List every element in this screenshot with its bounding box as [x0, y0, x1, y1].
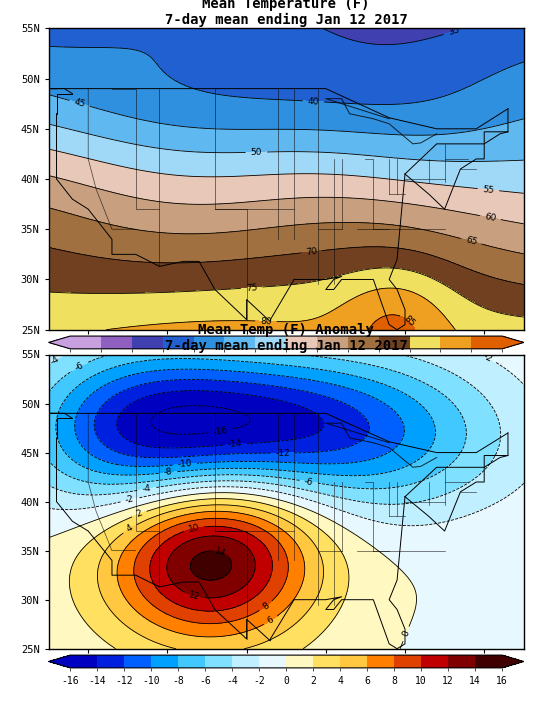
- Text: -10: -10: [177, 459, 192, 469]
- Text: -14: -14: [227, 440, 242, 450]
- Text: -2: -2: [482, 352, 494, 364]
- Text: 50: 50: [251, 147, 262, 157]
- Title: Mean Temperature (F)
7-day mean ending Jan 12 2017: Mean Temperature (F) 7-day mean ending J…: [165, 0, 408, 27]
- Text: 10: 10: [188, 523, 201, 534]
- Text: -6: -6: [304, 476, 314, 487]
- Text: -4: -4: [49, 354, 61, 367]
- Text: 12: 12: [187, 590, 201, 602]
- Text: 45: 45: [73, 97, 86, 109]
- Text: -8: -8: [163, 468, 173, 477]
- Text: 2: 2: [135, 509, 144, 519]
- Text: 55: 55: [482, 184, 495, 195]
- Text: 8: 8: [261, 601, 271, 611]
- Text: -4: -4: [141, 484, 152, 494]
- Text: 70: 70: [305, 247, 318, 257]
- Text: 35: 35: [447, 26, 461, 38]
- Text: 40: 40: [308, 96, 319, 106]
- PathPatch shape: [49, 336, 70, 349]
- Text: 4: 4: [125, 523, 134, 534]
- Text: 14: 14: [214, 546, 227, 559]
- PathPatch shape: [49, 655, 70, 668]
- PathPatch shape: [502, 655, 524, 668]
- PathPatch shape: [502, 336, 524, 349]
- Text: 85: 85: [402, 314, 416, 329]
- Text: 75: 75: [246, 283, 258, 293]
- Text: -2: -2: [125, 494, 135, 506]
- Text: -12: -12: [275, 449, 290, 457]
- Text: 80: 80: [260, 316, 272, 326]
- Text: -6: -6: [73, 360, 86, 372]
- Text: 60: 60: [484, 212, 497, 223]
- Text: -16: -16: [213, 425, 228, 437]
- Title: Mean Temp (F) Anomaly
7-day mean ending Jan 12 2017: Mean Temp (F) Anomaly 7-day mean ending …: [165, 323, 408, 353]
- Text: 65: 65: [464, 235, 478, 247]
- Text: 0: 0: [401, 630, 411, 638]
- Text: 6: 6: [266, 615, 275, 626]
